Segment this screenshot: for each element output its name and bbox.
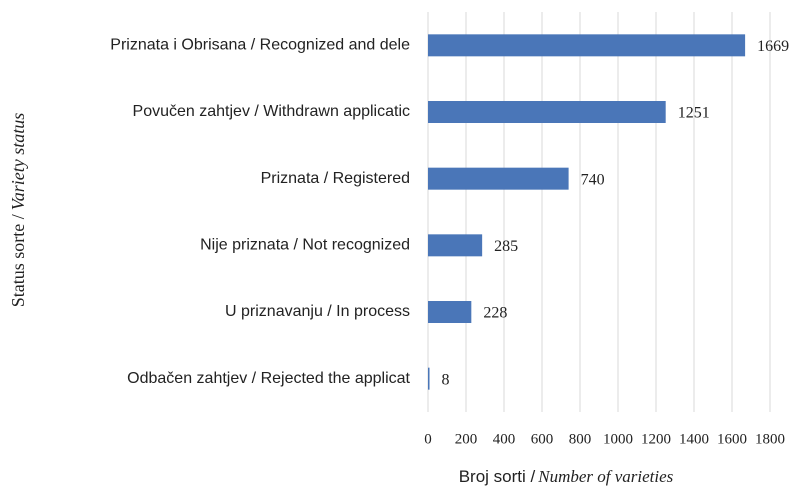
value-label: 228 — [483, 305, 507, 322]
bar — [428, 301, 472, 323]
value-label: 1669 — [757, 38, 789, 55]
bar — [428, 167, 569, 190]
value-label: 1251 — [678, 105, 710, 122]
y-tick-label: Priznata / Registered — [261, 170, 410, 187]
y-tick-label: Povučen zahtjev / Withdrawn applicatic — [133, 103, 410, 120]
y-axis-label: Status sorte / Variety status — [8, 113, 28, 308]
y-tick-label: Priznata i Obrisana / Recognized and del… — [110, 37, 410, 54]
x-tick-label: 200 — [455, 431, 478, 447]
y-label-italic: Variety status — [8, 113, 28, 211]
bar — [428, 101, 666, 123]
x-tick-label: 400 — [493, 431, 516, 447]
x-tick-label: 1600 — [717, 431, 747, 447]
x-tick-label: 1200 — [641, 431, 671, 447]
bar — [428, 367, 430, 390]
value-label: 8 — [442, 371, 450, 388]
x-tick-label: 1400 — [679, 431, 709, 447]
value-label: 285 — [494, 238, 518, 255]
bar — [428, 34, 746, 57]
y-tick-label: U priznavanju / In process — [225, 303, 410, 320]
x-tick-label: 1000 — [603, 431, 633, 447]
x-label-italic: Number of varieties — [537, 467, 673, 486]
x-tick-label: 600 — [531, 431, 554, 447]
x-label-plain: Broj sorti / — [459, 467, 536, 486]
x-tick-label: 0 — [424, 431, 432, 447]
y-tick-label: Odbačen zahtjev / Rejected the applicat — [127, 370, 410, 387]
value-label: 740 — [581, 171, 605, 188]
x-axis-label: Broj sorti / Number of varieties — [459, 467, 674, 487]
x-tick-label: 800 — [569, 431, 592, 447]
y-tick-label: Nije priznata / Not recognized — [200, 237, 410, 254]
x-tick-label: 1800 — [755, 431, 785, 447]
bar — [428, 234, 483, 257]
y-label-plain: Status sorte / — [8, 214, 28, 307]
